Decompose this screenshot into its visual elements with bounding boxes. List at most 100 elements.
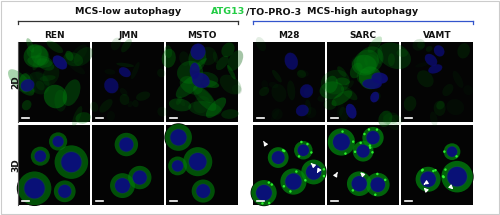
Ellipse shape <box>337 103 344 117</box>
Ellipse shape <box>346 104 356 118</box>
Ellipse shape <box>300 159 326 185</box>
Ellipse shape <box>268 147 288 168</box>
Ellipse shape <box>305 99 312 115</box>
Ellipse shape <box>262 80 268 89</box>
Ellipse shape <box>170 129 186 146</box>
Ellipse shape <box>382 112 398 125</box>
Ellipse shape <box>396 49 408 57</box>
Ellipse shape <box>421 169 424 172</box>
Ellipse shape <box>111 38 121 50</box>
Ellipse shape <box>268 147 289 169</box>
Ellipse shape <box>420 172 436 187</box>
Ellipse shape <box>192 72 218 88</box>
Ellipse shape <box>24 72 36 94</box>
Text: REN: REN <box>44 31 64 40</box>
Ellipse shape <box>118 137 134 152</box>
Ellipse shape <box>132 100 138 107</box>
Ellipse shape <box>256 184 272 201</box>
Ellipse shape <box>58 184 72 198</box>
Ellipse shape <box>128 166 152 189</box>
Ellipse shape <box>426 46 432 52</box>
Ellipse shape <box>32 53 42 70</box>
Ellipse shape <box>168 156 188 176</box>
Ellipse shape <box>366 172 390 197</box>
Ellipse shape <box>336 78 350 85</box>
Ellipse shape <box>298 70 309 77</box>
Ellipse shape <box>320 81 344 99</box>
Ellipse shape <box>24 177 46 200</box>
Bar <box>18 42 90 122</box>
Ellipse shape <box>354 50 379 73</box>
Ellipse shape <box>176 97 182 105</box>
Ellipse shape <box>201 80 219 88</box>
Ellipse shape <box>432 170 434 172</box>
Ellipse shape <box>132 170 148 185</box>
Ellipse shape <box>104 78 118 93</box>
Ellipse shape <box>284 52 298 70</box>
Ellipse shape <box>168 157 187 175</box>
Ellipse shape <box>356 69 372 84</box>
Ellipse shape <box>417 41 424 49</box>
Ellipse shape <box>259 87 269 96</box>
Ellipse shape <box>424 54 438 66</box>
Ellipse shape <box>416 167 440 192</box>
Ellipse shape <box>337 66 346 77</box>
Ellipse shape <box>363 133 366 135</box>
Ellipse shape <box>282 185 285 187</box>
Ellipse shape <box>324 99 336 110</box>
Ellipse shape <box>188 152 208 171</box>
Ellipse shape <box>362 79 382 89</box>
Ellipse shape <box>26 38 34 52</box>
Ellipse shape <box>227 65 235 79</box>
Ellipse shape <box>128 101 133 107</box>
Ellipse shape <box>58 185 71 198</box>
Ellipse shape <box>440 160 474 193</box>
Ellipse shape <box>366 131 380 144</box>
Ellipse shape <box>464 85 473 95</box>
Ellipse shape <box>366 173 390 197</box>
Ellipse shape <box>389 115 402 125</box>
Ellipse shape <box>199 47 217 65</box>
Ellipse shape <box>446 166 468 187</box>
Ellipse shape <box>283 150 286 152</box>
Ellipse shape <box>17 170 52 206</box>
Ellipse shape <box>366 130 380 145</box>
Ellipse shape <box>352 189 354 192</box>
Ellipse shape <box>422 169 424 171</box>
Ellipse shape <box>120 137 134 152</box>
Ellipse shape <box>104 78 118 94</box>
Ellipse shape <box>251 180 276 206</box>
Ellipse shape <box>110 173 135 198</box>
Text: MCS-high autophagy: MCS-high autophagy <box>308 8 418 17</box>
Ellipse shape <box>40 75 56 81</box>
Ellipse shape <box>436 101 444 109</box>
Ellipse shape <box>52 55 68 70</box>
Ellipse shape <box>428 64 442 73</box>
Ellipse shape <box>177 61 203 84</box>
Ellipse shape <box>352 141 374 161</box>
Ellipse shape <box>444 168 446 171</box>
Ellipse shape <box>289 190 292 193</box>
Ellipse shape <box>268 181 270 184</box>
Ellipse shape <box>368 36 382 53</box>
Ellipse shape <box>164 45 172 58</box>
Bar <box>253 42 325 122</box>
Ellipse shape <box>70 45 88 63</box>
Ellipse shape <box>177 95 185 106</box>
Ellipse shape <box>347 171 372 196</box>
Ellipse shape <box>49 132 67 150</box>
Ellipse shape <box>183 147 212 176</box>
Ellipse shape <box>370 177 386 193</box>
Ellipse shape <box>359 66 382 89</box>
Ellipse shape <box>54 180 76 203</box>
Ellipse shape <box>333 134 350 150</box>
Ellipse shape <box>162 49 176 68</box>
Ellipse shape <box>120 94 130 105</box>
Ellipse shape <box>206 97 226 118</box>
Ellipse shape <box>110 173 136 199</box>
Ellipse shape <box>300 84 313 98</box>
Ellipse shape <box>192 73 210 88</box>
Ellipse shape <box>354 150 356 153</box>
Ellipse shape <box>352 140 374 162</box>
Ellipse shape <box>339 107 348 121</box>
